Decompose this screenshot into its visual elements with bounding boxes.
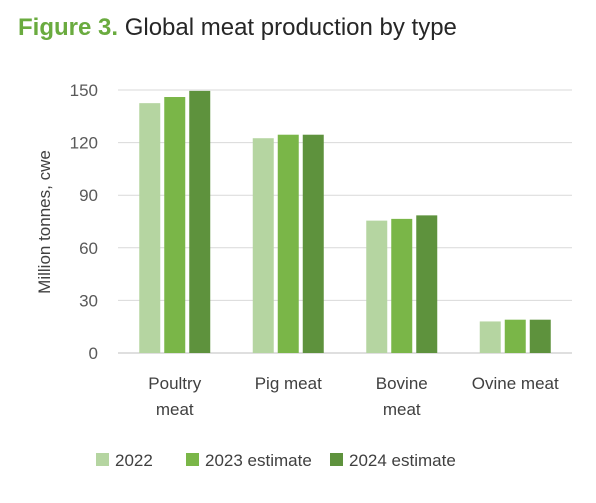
bar xyxy=(302,134,324,353)
bar xyxy=(252,138,274,353)
bar xyxy=(189,90,211,354)
category-labels: Poultry meat Pig meat Bovine meat Ovine meat xyxy=(148,374,559,419)
y-axis-ticks: 0 30 60 90 120 150 xyxy=(70,81,98,363)
bar xyxy=(416,215,438,353)
legend-swatch xyxy=(96,453,109,466)
figure-title-text: Global meat production by type xyxy=(124,14,457,41)
legend-swatch xyxy=(330,453,343,466)
gridlines xyxy=(118,89,572,354)
category-label: Ovine meat xyxy=(472,374,559,393)
category-label: Poultry xyxy=(148,374,201,393)
bar xyxy=(529,319,551,353)
y-tick-label: 60 xyxy=(79,239,98,258)
y-tick-label: 120 xyxy=(70,134,98,153)
y-tick-label: 90 xyxy=(79,186,98,205)
bar xyxy=(504,319,526,353)
bar xyxy=(164,97,186,353)
legend-swatch xyxy=(186,453,199,466)
bar xyxy=(391,218,413,353)
figure-label: Figure 3. xyxy=(18,14,119,41)
bar xyxy=(479,321,501,353)
y-tick-label: 0 xyxy=(89,344,98,363)
legend: 2022 2023 estimate 2024 estimate xyxy=(96,451,456,470)
category-label: Bovine xyxy=(376,374,428,393)
y-tick-label: 30 xyxy=(79,291,98,310)
figure-title: Figure 3. Global meat production by type xyxy=(18,14,457,42)
category-label: meat xyxy=(383,400,421,419)
legend-label: 2024 estimate xyxy=(349,451,456,470)
category-label: meat xyxy=(156,400,194,419)
category-label: Pig meat xyxy=(255,374,322,393)
bars xyxy=(139,90,551,354)
bar xyxy=(366,220,388,353)
y-axis-label: Million tonnes, cwe xyxy=(35,150,54,294)
bar xyxy=(139,103,161,354)
bar xyxy=(277,134,299,353)
y-tick-label: 150 xyxy=(70,81,98,100)
legend-label: 2022 xyxy=(115,451,153,470)
legend-label: 2023 estimate xyxy=(205,451,312,470)
